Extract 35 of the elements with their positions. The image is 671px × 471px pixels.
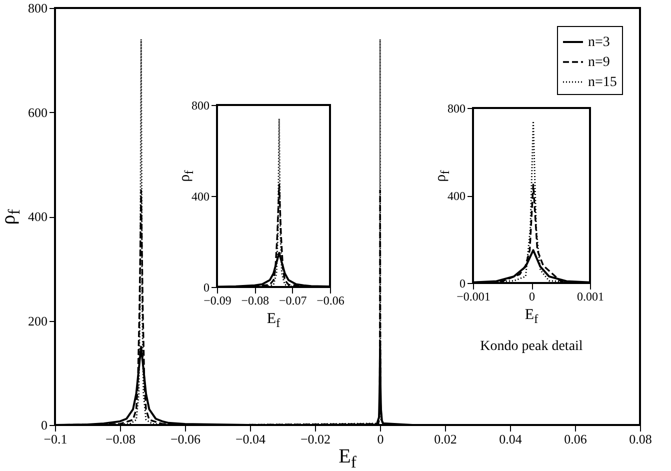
x-tick-label: 0 xyxy=(529,290,535,304)
y-tick-label: 400 xyxy=(28,209,48,224)
y-tick-label: 800 xyxy=(448,102,466,116)
y-tick-label: 400 xyxy=(192,190,210,204)
x-tick-label: −0.08 xyxy=(105,432,136,446)
x-tick-label: −0.1 xyxy=(44,432,68,446)
y-tick-label: 0 xyxy=(41,418,48,432)
x-axis-title: E$_{f}$ xyxy=(524,307,538,327)
legend-label: n=3 xyxy=(588,35,610,50)
x-tick-label: −0.09 xyxy=(204,294,232,308)
y-tick-label: 800 xyxy=(192,98,210,112)
x-tick-label: −0.06 xyxy=(170,432,202,446)
y-tick-label: 400 xyxy=(448,189,466,203)
y-tick-label: 0 xyxy=(204,280,210,294)
y-tick-label: 800 xyxy=(28,0,48,16)
x-tick-label: −0.001 xyxy=(456,290,490,304)
x-tick-label: −0.08 xyxy=(241,294,270,308)
x-tick-label: 0 xyxy=(377,432,384,446)
x-tick-label: 0.08 xyxy=(629,432,652,446)
x-tick-label: 0.04 xyxy=(499,432,522,446)
legend-label: n=9 xyxy=(588,55,610,70)
x-tick-label: −0.06 xyxy=(316,294,344,308)
x-axis-title: E$_{f}$ xyxy=(338,446,356,471)
x-tick-label: 0.02 xyxy=(434,432,457,446)
x-tick-label: 0.06 xyxy=(564,432,588,446)
x-axis-title: E$_{f}$ xyxy=(266,311,280,331)
y-tick-label: 600 xyxy=(28,104,48,120)
y-tick-label: 200 xyxy=(28,313,48,328)
x-tick-label: −0.02 xyxy=(300,432,331,446)
annotation: Kondo peak detail xyxy=(480,339,583,355)
x-tick-label: −0.04 xyxy=(235,432,266,446)
x-tick-label: −0.07 xyxy=(278,294,307,308)
y-tick-label: 0 xyxy=(460,276,466,290)
x-tick-label: 0.001 xyxy=(577,290,604,304)
legend-label: n=15 xyxy=(588,75,617,90)
